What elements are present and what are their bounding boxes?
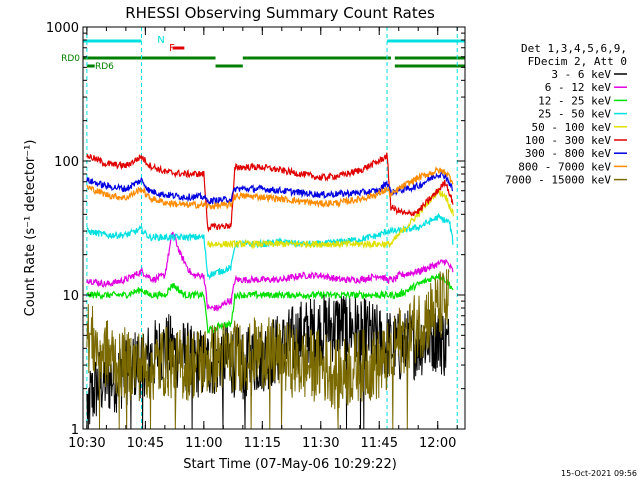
- y-tick-label: 1000: [46, 21, 79, 36]
- x-axis-label: Start Time (07-May-06 10:29:22): [183, 457, 397, 472]
- legend-entry-label: 12 - 25 keV: [538, 94, 611, 107]
- x-tick-label: 10:45: [127, 436, 164, 451]
- y-tick-label: 100: [54, 155, 79, 170]
- legend-header: Det 1,3,4,5,6,9,: [521, 42, 627, 55]
- night-flag-label: N: [157, 35, 164, 46]
- legend-entry-label: 7000 - 15000 keV: [505, 174, 611, 187]
- x-tick-label: 12:00: [419, 436, 456, 451]
- legend-entry-label: 6 - 12 keV: [545, 81, 612, 94]
- x-tick-label: 10:30: [68, 436, 105, 451]
- data-series: [86, 152, 454, 430]
- footer-timestamp: 15-Oct-2021 09:56: [561, 469, 637, 478]
- eclipse-lines: [86, 27, 458, 429]
- chart-title: RHESSI Observing Summary Count Rates: [125, 4, 435, 22]
- legend-entry-label: 3 - 6 keV: [551, 68, 611, 81]
- legend-entry-label: 100 - 300 keV: [525, 134, 611, 147]
- legend-entry-label: 25 - 50 keV: [538, 108, 611, 121]
- plot-frame: [82, 26, 466, 430]
- x-tick-label: 11:00: [185, 436, 222, 451]
- y-tick-label: 10: [62, 289, 79, 304]
- series-line: [86, 152, 454, 233]
- legend-entry-label: 50 - 100 keV: [532, 121, 612, 134]
- legend: Det 1,3,4,5,6,9,FDecim 2, Att 03 - 6 keV…: [505, 42, 627, 187]
- x-tick-label: 11:45: [361, 436, 398, 451]
- x-tick-label: 11:30: [302, 436, 339, 451]
- observing-flags: NF RD0 RD6: [61, 35, 465, 72]
- series-line: [86, 273, 454, 335]
- y-axis: 1 10 100 1000: [46, 21, 465, 438]
- series-line: [86, 165, 454, 210]
- flare-flag-label: F: [169, 43, 175, 54]
- rd0-flag-label: RD0: [61, 54, 80, 64]
- series-line: [207, 188, 454, 250]
- rd6-flag-label: RD6: [95, 62, 114, 72]
- x-tick-label: 11:15: [244, 436, 281, 451]
- legend-entry-label: 300 - 800 keV: [525, 147, 611, 160]
- legend-entry-label: 800 - 7000 keV: [518, 160, 611, 173]
- y-axis-label: Count Rate (s⁻¹ detector⁻¹): [23, 140, 38, 317]
- y-tick-label: 1: [71, 423, 79, 438]
- series-line: [86, 269, 450, 430]
- x-axis: 10:30 10:45 11:00 11:15 11:30 11:45 12:00: [68, 27, 458, 451]
- series-line: [86, 231, 454, 312]
- legend-header: FDecim 2, Att 0: [528, 55, 627, 68]
